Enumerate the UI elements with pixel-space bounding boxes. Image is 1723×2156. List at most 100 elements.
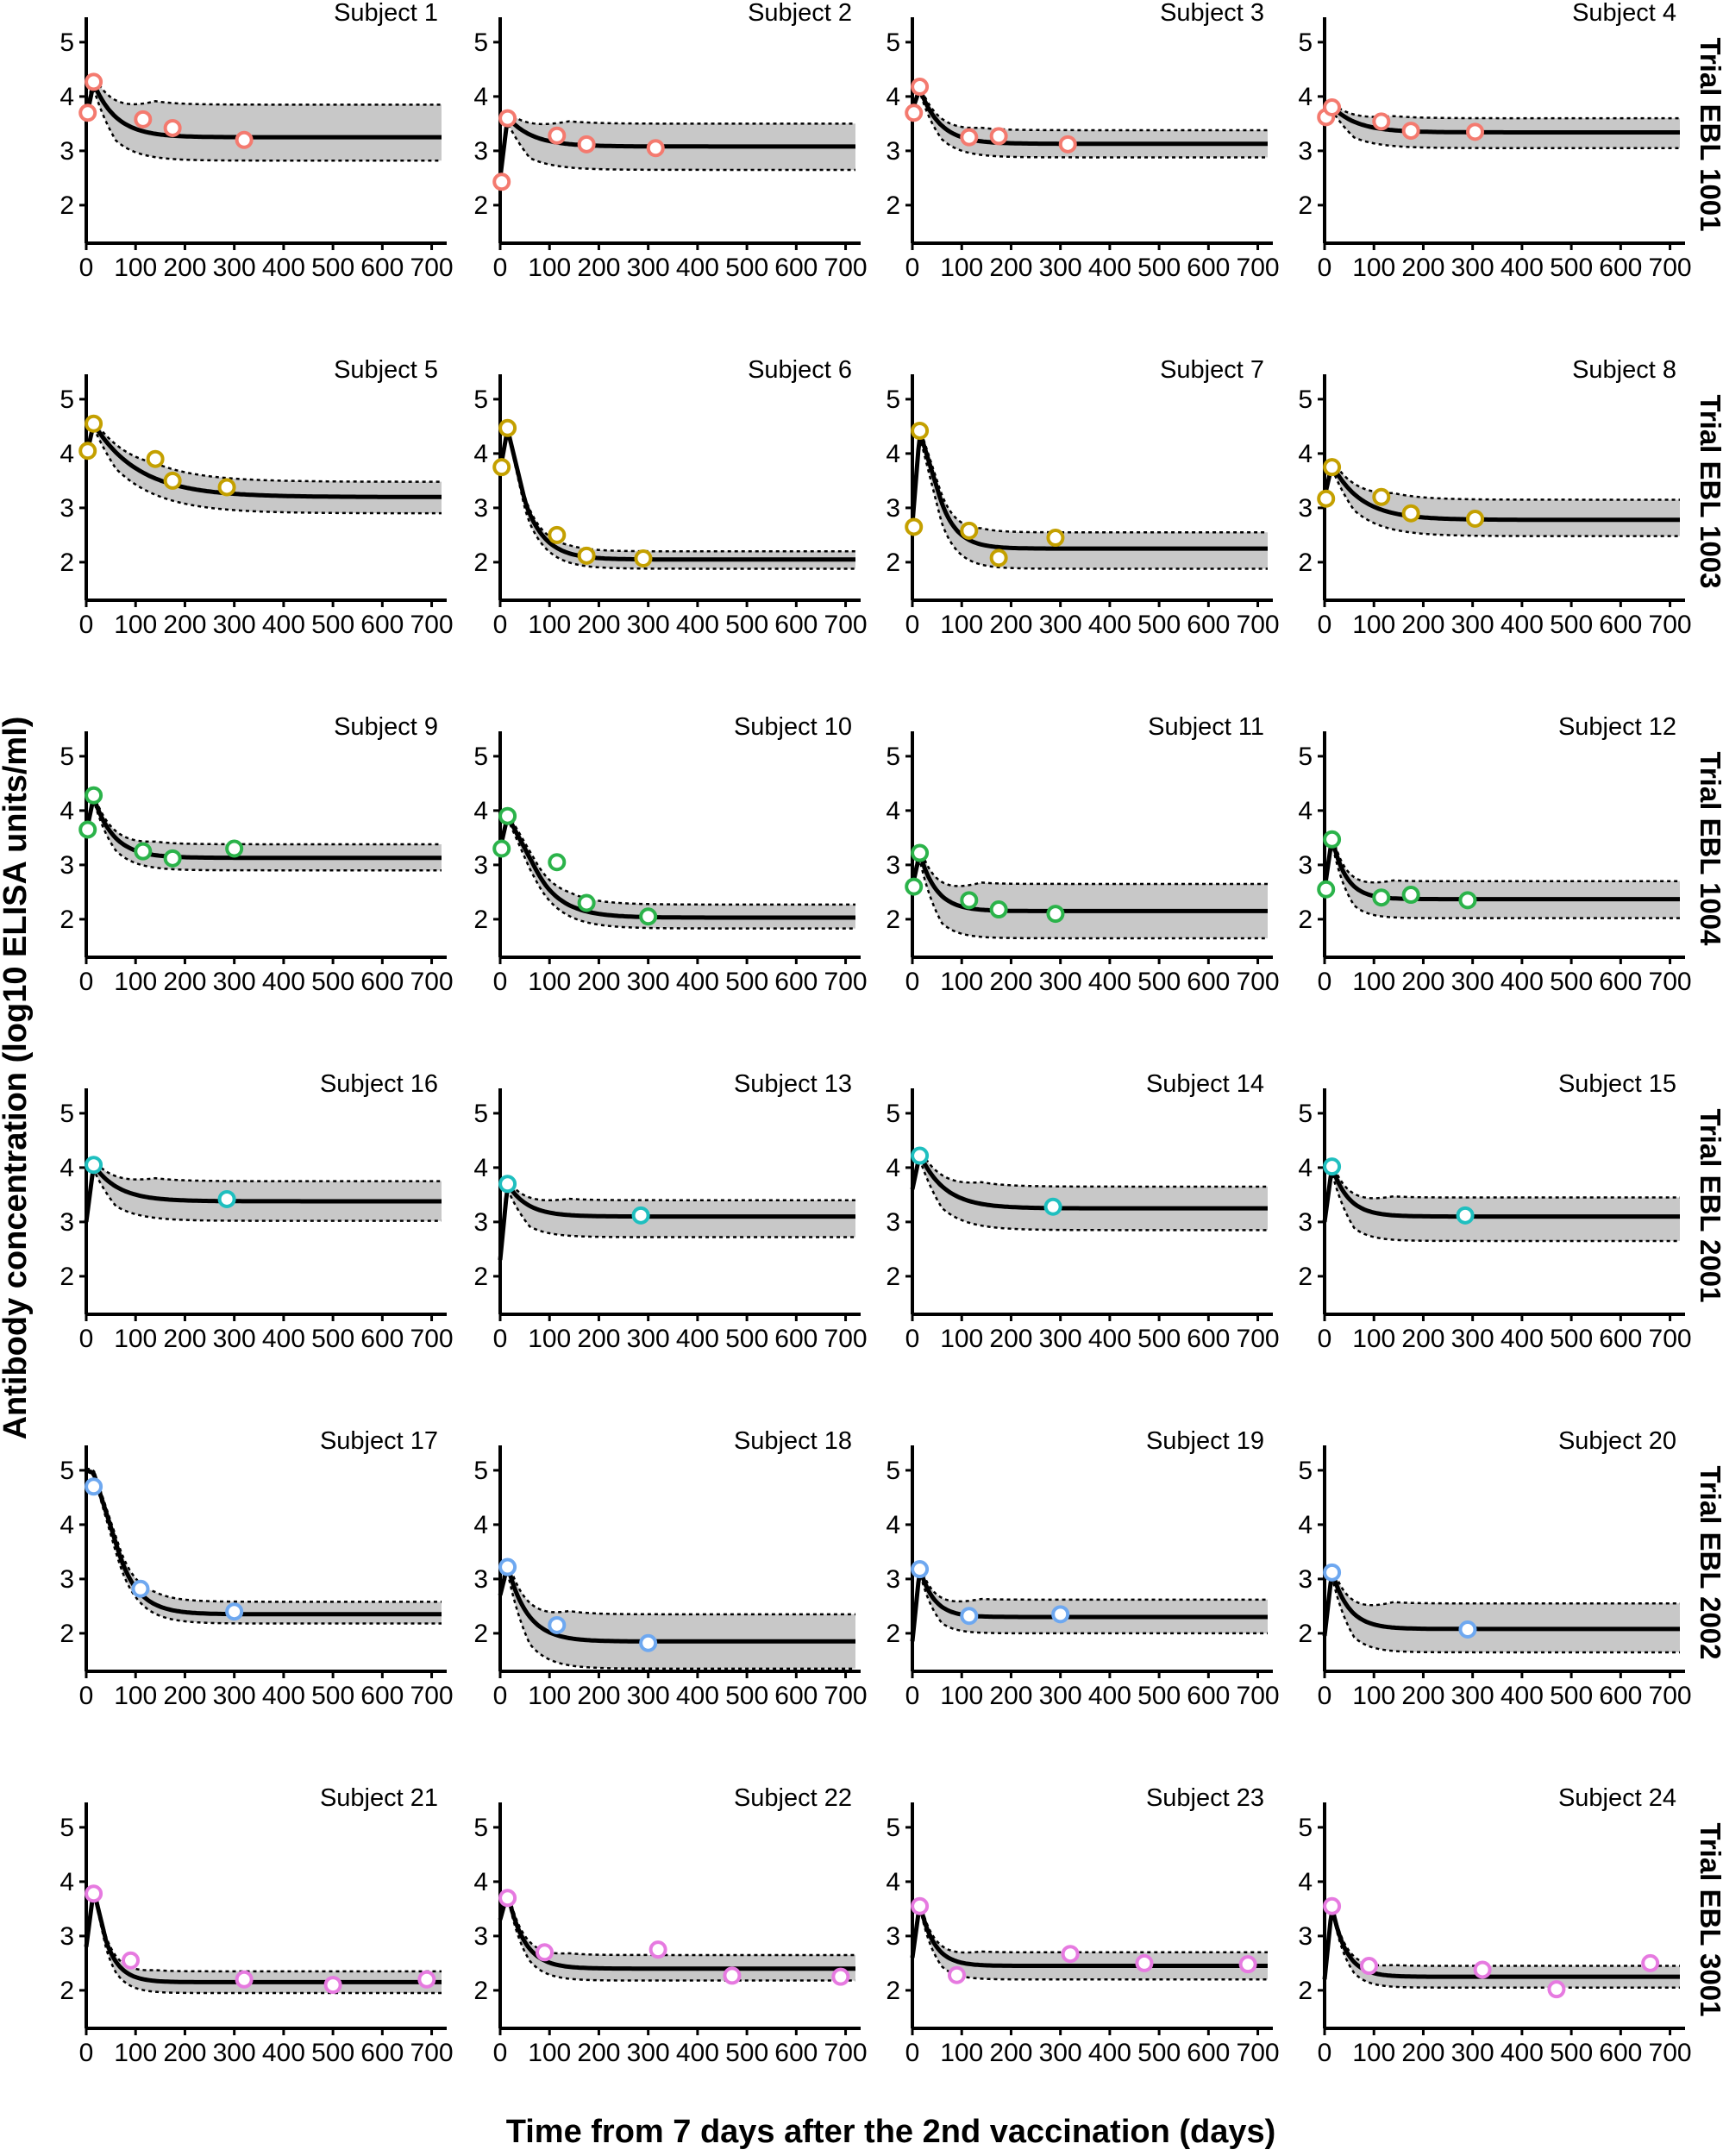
x-tick-label: 600 [1599,254,1642,282]
x-tick-label: 500 [311,611,354,639]
data-point [85,1156,103,1175]
x-tick-label: 500 [1550,611,1593,639]
x-tick-label: 100 [528,968,571,996]
x-tick-label: 0 [493,254,508,282]
prediction-band [912,86,1268,158]
y-axis-title: Antibody concentration (log10 ELISA unit… [0,717,34,1440]
subject-panel: 2 3 4 5 0 100 200 300 400 500 600 700 Subject 17 [60,1427,453,1710]
y-tick-label: 5 [60,1814,74,1842]
band-upper-line [911,429,1268,534]
data-point [911,1896,930,1915]
x-tick-label: 600 [360,254,404,282]
y-tick-label: 4 [60,440,74,468]
data-point [163,471,182,490]
data-point [989,548,1008,567]
x-tick-label: 0 [1318,254,1332,282]
x-tick-label: 400 [1088,254,1131,282]
x-tick-label: 0 [1318,611,1332,639]
x-tick-label: 0 [493,968,508,996]
y-tick-label: 2 [1298,191,1313,220]
band-upper-line [85,418,442,483]
x-tick-label: 100 [1352,1325,1395,1353]
y-tick-label: 4 [1298,1154,1313,1182]
data-point [639,1633,658,1652]
x-tick-label: 600 [1187,2039,1230,2067]
x-tick-label: 500 [1137,611,1181,639]
x-tick-label: 0 [905,254,920,282]
x-tick-label: 200 [989,968,1032,996]
fitted-curve [84,419,442,499]
data-point [163,849,182,868]
x-tick-label: 700 [410,1325,454,1353]
prediction-band [86,1468,442,1624]
x-tick-label: 700 [824,254,868,282]
subject-panel: 2 3 4 5 0 100 200 300 400 500 600 700 Subject 11 [886,713,1279,996]
y-tick-label: 3 [886,494,900,523]
y-tick-label: 5 [60,1100,74,1128]
band-upper-line [498,1557,855,1616]
x-tick-label: 200 [577,1682,620,1710]
x-tick-label: 600 [1187,611,1230,639]
x-tick-label: 200 [163,254,206,282]
x-tick-label: 500 [1550,2039,1593,2067]
y-tick-label: 5 [473,743,488,771]
x-tick-label: 0 [905,1325,920,1353]
x-tick-label: 600 [1599,2039,1642,2067]
subject-title: Subject 18 [734,1427,852,1455]
x-tick-label: 600 [774,2039,818,2067]
x-tick-label: 600 [1187,968,1230,996]
x-tick-label: 300 [627,968,670,996]
x-tick-label: 400 [262,1682,305,1710]
x-tick-label: 100 [940,254,983,282]
x-tick-label: 400 [676,254,719,282]
x-tick-label: 200 [1401,2039,1444,2067]
data-point [1401,504,1420,523]
x-tick-label: 100 [528,254,571,282]
trial-label: Trial EBL 2002 [1695,1465,1723,1659]
x-tick-label: 300 [213,1682,256,1710]
x-tick-label: 500 [1137,254,1181,282]
x-tick-label: 0 [1318,1325,1332,1353]
subject-title: Subject 21 [320,1784,438,1812]
x-tick-label: 400 [262,1325,305,1353]
x-tick-label: 400 [1501,1325,1544,1353]
subject-panel: 2 3 4 5 0 100 200 300 400 500 600 700 Subject 24 [1298,1784,1691,2067]
subject-title: Subject 12 [1558,713,1676,741]
trial-label: Trial EBL 1001 [1695,37,1723,231]
y-tick-label: 5 [886,1814,900,1842]
data-point [1641,1953,1660,1972]
fitted-curve [498,1178,855,1261]
data-point [948,1965,966,1984]
band-upper-line [85,1158,442,1219]
y-tick-label: 4 [1298,440,1313,468]
fitted-curve [498,811,855,920]
x-tick-label: 600 [774,611,818,639]
data-point [85,72,103,91]
y-tick-label: 2 [473,191,488,220]
band-lower-line [498,817,855,930]
subject-title: Subject 19 [1146,1427,1264,1455]
y-tick-label: 4 [60,797,74,825]
x-tick-label: 100 [1352,254,1395,282]
x-tick-label: 200 [577,254,620,282]
data-point [911,78,930,97]
data-point [1458,891,1477,910]
y-tick-label: 4 [1298,1868,1313,1896]
subject-panel: 2 3 4 5 0 100 200 300 400 500 600 700 Subject 19 [886,1427,1279,1710]
y-tick-label: 3 [60,1208,74,1237]
x-tick-label: 700 [1237,611,1280,639]
x-tick-label: 500 [1137,1325,1181,1353]
y-tick-label: 2 [886,548,900,577]
subject-title: Subject 11 [1148,713,1264,741]
fitted-curve [85,1468,442,1617]
x-tick-label: 600 [360,2039,404,2067]
y-tick-label: 4 [886,1154,900,1182]
data-point [1058,135,1077,154]
band-upper-line [911,1902,1268,1956]
x-tick-label: 700 [410,1682,454,1710]
y-tick-label: 4 [473,440,488,468]
x-tick-label: 300 [213,611,256,639]
data-point [911,1146,930,1165]
y-tick-label: 2 [1298,906,1313,934]
data-point [1372,888,1391,907]
